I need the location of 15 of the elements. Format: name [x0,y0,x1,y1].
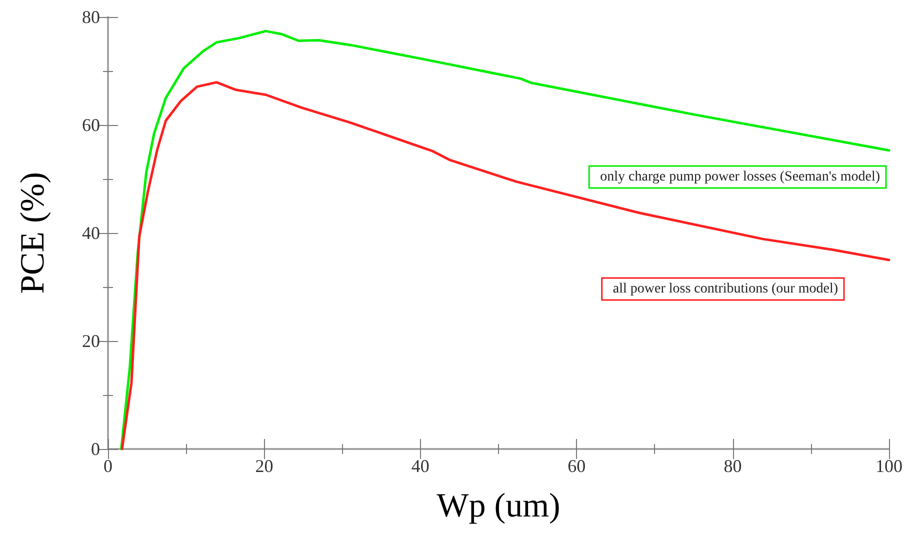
x-tick-label: 20 [255,456,274,476]
x-tick-label: 80 [724,456,742,476]
x-tick-label: 0 [104,456,112,476]
y-tick-label: 80 [82,7,100,27]
text: all power loss contributions (our model) [612,282,838,296]
y-axis-title: PCE (%) [14,172,52,294]
y-tick-label: 60 [82,115,100,135]
y-tick-label: 0 [91,439,100,459]
x-tick-label: 40 [411,456,430,476]
x-tick-label: 100 [876,456,902,476]
x-axis-title: Wp (um) [436,488,560,524]
y-tick-label: 40 [82,223,100,243]
series-label: only charge pump power losses (Seeman's model) [600,170,880,184]
x-tick-label: 60 [568,456,586,476]
y-tick-label: 20 [82,331,100,351]
